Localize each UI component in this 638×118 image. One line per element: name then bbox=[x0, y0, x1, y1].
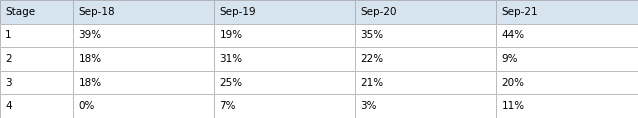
Bar bbox=[0, 24, 73, 47]
Text: 18%: 18% bbox=[78, 54, 101, 64]
Bar bbox=[496, 24, 638, 47]
Text: 20%: 20% bbox=[501, 78, 524, 88]
Bar bbox=[496, 0, 638, 24]
Bar bbox=[214, 47, 355, 71]
Bar bbox=[73, 24, 214, 47]
Bar bbox=[496, 71, 638, 94]
Bar bbox=[73, 24, 214, 47]
Bar bbox=[496, 71, 638, 94]
Text: Sep-18: Sep-18 bbox=[78, 7, 115, 17]
Bar bbox=[355, 71, 496, 94]
Text: 22%: 22% bbox=[360, 54, 383, 64]
Bar bbox=[214, 94, 355, 118]
Bar bbox=[355, 47, 496, 71]
Text: 25%: 25% bbox=[219, 78, 242, 88]
Bar bbox=[0, 94, 73, 118]
Bar bbox=[355, 71, 496, 94]
Bar bbox=[214, 71, 355, 94]
Text: 9%: 9% bbox=[501, 54, 518, 64]
Bar bbox=[214, 71, 355, 94]
Bar bbox=[73, 94, 214, 118]
Bar bbox=[0, 71, 73, 94]
Bar bbox=[0, 71, 73, 94]
Bar bbox=[214, 24, 355, 47]
Text: 35%: 35% bbox=[360, 30, 383, 40]
Bar bbox=[496, 47, 638, 71]
Bar bbox=[73, 71, 214, 94]
Bar bbox=[73, 0, 214, 24]
Bar bbox=[355, 0, 496, 24]
Text: 3: 3 bbox=[5, 78, 11, 88]
Text: 3%: 3% bbox=[360, 101, 377, 111]
Bar bbox=[73, 47, 214, 71]
Bar bbox=[214, 24, 355, 47]
Bar bbox=[355, 94, 496, 118]
Bar bbox=[496, 94, 638, 118]
Bar bbox=[496, 94, 638, 118]
Bar bbox=[0, 0, 73, 24]
Text: 39%: 39% bbox=[78, 30, 101, 40]
Text: Sep-20: Sep-20 bbox=[360, 7, 397, 17]
Text: Sep-19: Sep-19 bbox=[219, 7, 256, 17]
Text: 18%: 18% bbox=[78, 78, 101, 88]
Text: 1: 1 bbox=[5, 30, 11, 40]
Bar bbox=[214, 0, 355, 24]
Bar bbox=[214, 94, 355, 118]
Text: 31%: 31% bbox=[219, 54, 242, 64]
Bar bbox=[0, 0, 73, 24]
Text: 7%: 7% bbox=[219, 101, 236, 111]
Bar bbox=[496, 24, 638, 47]
Text: Stage: Stage bbox=[5, 7, 35, 17]
Bar bbox=[355, 24, 496, 47]
Text: 2: 2 bbox=[5, 54, 11, 64]
Text: 11%: 11% bbox=[501, 101, 524, 111]
Text: 19%: 19% bbox=[219, 30, 242, 40]
Bar bbox=[355, 0, 496, 24]
Bar bbox=[73, 71, 214, 94]
Bar bbox=[73, 47, 214, 71]
Bar bbox=[355, 94, 496, 118]
Bar bbox=[0, 94, 73, 118]
Text: 0%: 0% bbox=[78, 101, 95, 111]
Bar bbox=[355, 24, 496, 47]
Text: 44%: 44% bbox=[501, 30, 524, 40]
Bar bbox=[496, 0, 638, 24]
Bar bbox=[0, 24, 73, 47]
Text: 4: 4 bbox=[5, 101, 11, 111]
Bar bbox=[73, 0, 214, 24]
Bar bbox=[73, 94, 214, 118]
Text: 21%: 21% bbox=[360, 78, 383, 88]
Bar bbox=[214, 0, 355, 24]
Bar bbox=[0, 47, 73, 71]
Text: Sep-21: Sep-21 bbox=[501, 7, 538, 17]
Bar bbox=[0, 47, 73, 71]
Bar bbox=[214, 47, 355, 71]
Bar bbox=[355, 47, 496, 71]
Bar bbox=[496, 47, 638, 71]
